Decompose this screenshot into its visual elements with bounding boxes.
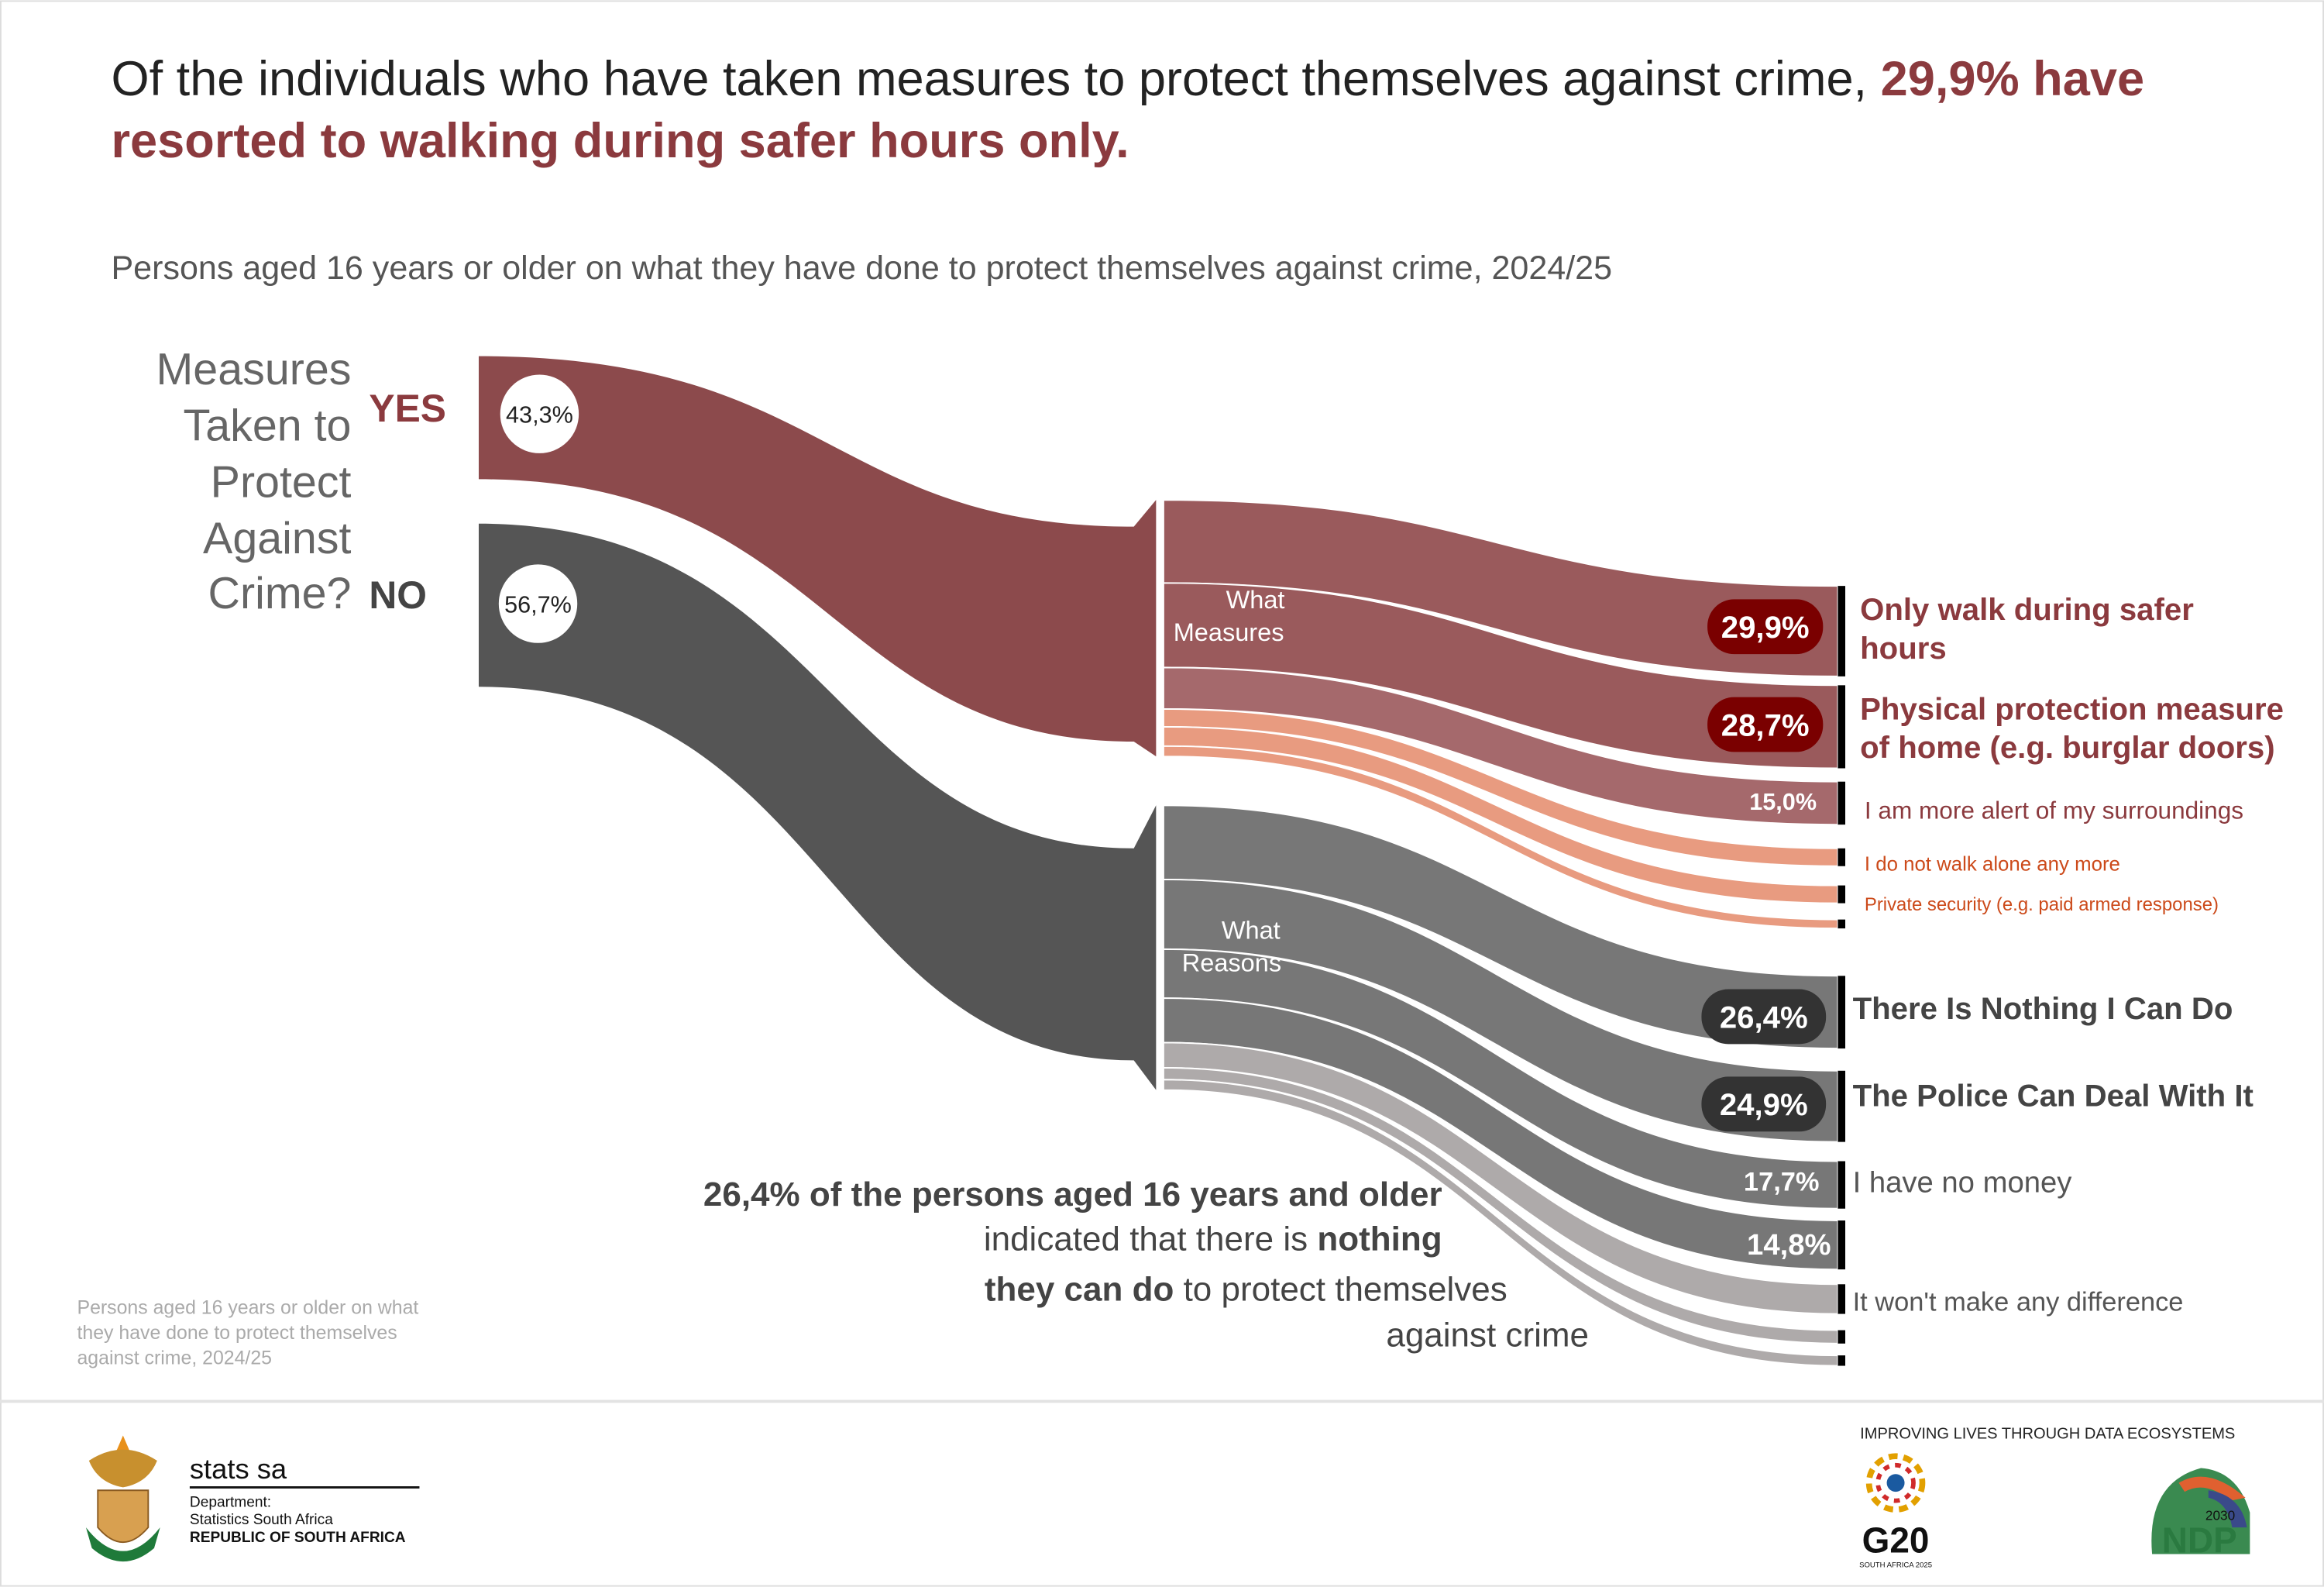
target-label: There Is Nothing I Can Do xyxy=(1853,991,2233,1026)
question-label: Measures Taken to Protect Against Crime? xyxy=(156,345,352,618)
ndp-text: NDP xyxy=(2162,1520,2237,1561)
annotation-line: against crime xyxy=(1386,1317,1589,1355)
footnote-line: they have done to protect themselves xyxy=(77,1322,397,1344)
annotation-text: indicated that there is xyxy=(984,1220,1317,1258)
sankey-flows xyxy=(1162,499,1846,1367)
flow-value: 26,4% xyxy=(1720,1000,1808,1034)
country-name: REPUBLIC OF SOUTH AFRICA xyxy=(190,1530,406,1546)
target-label: Physical protection measure xyxy=(1860,691,2284,726)
measure-target-node xyxy=(1838,781,1846,825)
measure-target-node xyxy=(1838,919,1846,929)
value-pill xyxy=(1701,1076,1827,1132)
value-pill xyxy=(1707,599,1824,655)
g20-subtext: SOUTH AFRICA 2025 xyxy=(1859,1561,1932,1570)
annotation-bold: nothing xyxy=(1317,1220,1442,1258)
flow-value: 15,0% xyxy=(1749,789,1817,815)
question-line: Protect xyxy=(211,457,352,507)
dept-name: Statistics South Africa xyxy=(190,1512,333,1528)
yes-band xyxy=(478,356,1157,757)
footnote-line: against crime, 2024/25 xyxy=(77,1348,272,1369)
flow-value: 24,9% xyxy=(1720,1087,1808,1122)
question-line: Measures xyxy=(156,345,352,394)
yes-value: 43,3% xyxy=(506,402,573,429)
ndp-year: 2030 xyxy=(2205,1507,2235,1523)
title-plain: Of the individuals who have taken measur… xyxy=(111,52,1867,106)
title-highlight: 29,9% have xyxy=(1881,52,2144,106)
no-band xyxy=(478,523,1157,1090)
reason-target-node xyxy=(1838,1284,1846,1314)
subtitle: Persons aged 16 years or older on what t… xyxy=(111,250,1612,287)
target-label: Only walk during safer xyxy=(1860,592,2194,627)
tagline: IMPROVING LIVES THROUGH DATA ECOSYSTEMS xyxy=(1860,1425,2235,1442)
no-value: 56,7% xyxy=(504,592,572,618)
middle-label-reasons: What xyxy=(1222,916,1281,944)
reason-target-node xyxy=(1838,1330,1846,1344)
middle-label-measures: Measures xyxy=(1174,618,1284,646)
target-label: I have no money xyxy=(1853,1166,2073,1200)
target-label: I am more alert of my surroundings xyxy=(1865,797,2243,824)
value-pill xyxy=(1707,697,1824,752)
g20-logo: G20 SOUTH AFRICA 2025 xyxy=(1859,1453,1932,1570)
measure-target-node xyxy=(1838,885,1846,904)
target-label: hours xyxy=(1860,631,1947,666)
reason-target-node xyxy=(1838,1161,1846,1209)
org-name: stats sa xyxy=(190,1453,287,1485)
annotation-bold: they can do xyxy=(985,1270,1174,1308)
yes-label: YES xyxy=(369,387,446,430)
g20-text: G20 xyxy=(1862,1520,1930,1561)
dept-label: Department: xyxy=(190,1494,271,1510)
no-value-circle xyxy=(497,563,579,645)
ndp-logo: 2030 NDP xyxy=(2151,1468,2250,1561)
measure-target-node xyxy=(1838,848,1846,866)
annotation-line: they can do to protect themselves xyxy=(985,1270,1508,1308)
annotation-line: indicated that there is nothing xyxy=(984,1220,1442,1258)
coat-of-arms-icon xyxy=(85,1435,160,1562)
question-line: Crime? xyxy=(208,569,352,618)
middle-label-reasons: Reasons xyxy=(1182,949,1281,977)
flow-value: 17,7% xyxy=(1744,1168,1820,1197)
reason-target-node xyxy=(1838,1355,1846,1366)
measure-target-node xyxy=(1838,586,1846,676)
reason-target-node xyxy=(1838,976,1846,1049)
no-label: NO xyxy=(369,573,427,617)
target-label: Private security (e.g. paid armed respon… xyxy=(1865,894,2219,915)
footnote: Persons aged 16 years or older on what t… xyxy=(77,1297,418,1369)
footnote-line: Persons aged 16 years or older on what xyxy=(77,1297,418,1319)
value-pill xyxy=(1701,989,1827,1045)
reason-target-node xyxy=(1838,1220,1846,1270)
annotation-line: 26,4% of the persons aged 16 years and o… xyxy=(703,1176,1442,1213)
title-highlight-line2: resorted to walking during safer hours o… xyxy=(111,114,1129,168)
flow-value: 28,7% xyxy=(1721,707,1810,742)
page-title: Of the individuals who have taken measur… xyxy=(111,52,2144,106)
target-label: The Police Can Deal With It xyxy=(1853,1079,2254,1114)
yes-value-circle xyxy=(498,373,581,455)
target-label: of home (e.g. burglar doors) xyxy=(1860,730,2274,765)
target-label: I do not walk alone any more xyxy=(1865,853,2120,875)
flow-value: 14,8% xyxy=(1747,1228,1831,1262)
measure-target-node xyxy=(1838,685,1846,769)
flow-value: 29,9% xyxy=(1721,610,1810,645)
annotation-text: to protect themselves xyxy=(1174,1270,1507,1308)
reason-target-node xyxy=(1838,1070,1846,1142)
question-line: Against xyxy=(203,514,351,563)
question-line: Taken to xyxy=(184,401,352,451)
target-label: It won't make any difference xyxy=(1853,1288,2184,1317)
middle-label-measures: What xyxy=(1226,586,1285,614)
